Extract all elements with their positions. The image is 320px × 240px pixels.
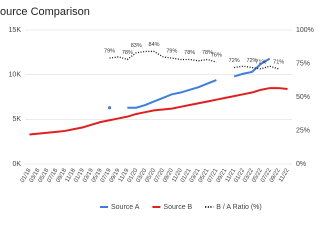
series-line xyxy=(127,79,217,109)
data-label: 71% xyxy=(255,59,266,65)
y2-tick-label: 100% xyxy=(296,27,314,34)
x-tick-label: 11/22 xyxy=(278,167,291,183)
data-label: 83% xyxy=(131,43,142,49)
y-tick-label: 15K xyxy=(9,27,22,34)
series-line xyxy=(29,87,288,136)
y2-tick-label: 25% xyxy=(296,127,310,134)
data-label: 78% xyxy=(184,50,195,56)
data-label: 79% xyxy=(104,49,115,55)
page: {"chart_data": {"type": "line", "title":… xyxy=(0,5,314,211)
y2-tick-label: 0% xyxy=(296,161,306,168)
data-label: 71% xyxy=(273,59,284,65)
data-label: 78% xyxy=(122,50,133,56)
legend-label: B / A Ratio (%) xyxy=(216,204,262,211)
y2-tick-label: 50% xyxy=(296,94,310,101)
y-tick-label: 5K xyxy=(12,116,21,123)
y-tick-label: 10K xyxy=(9,72,22,79)
series-line xyxy=(233,57,271,78)
data-label: 72% xyxy=(246,58,257,64)
legend-label: Source B xyxy=(163,204,192,211)
data-label: 72% xyxy=(229,58,240,64)
data-label: 84% xyxy=(149,42,160,48)
line-point xyxy=(107,106,112,110)
series-line xyxy=(109,50,217,63)
data-label: 79% xyxy=(166,49,177,55)
y2-tick-label: 75% xyxy=(296,60,310,67)
legend-label: Source A xyxy=(111,204,140,211)
data-label: 78% xyxy=(202,50,213,56)
y-tick-label: 0K xyxy=(12,161,21,168)
data-label: 76% xyxy=(211,53,222,59)
chart-title: ource Comparison xyxy=(0,6,90,18)
chart: ource Comparison 0K 5K 10K 15K 0% 25% 50% 75% 10… xyxy=(0,6,314,211)
